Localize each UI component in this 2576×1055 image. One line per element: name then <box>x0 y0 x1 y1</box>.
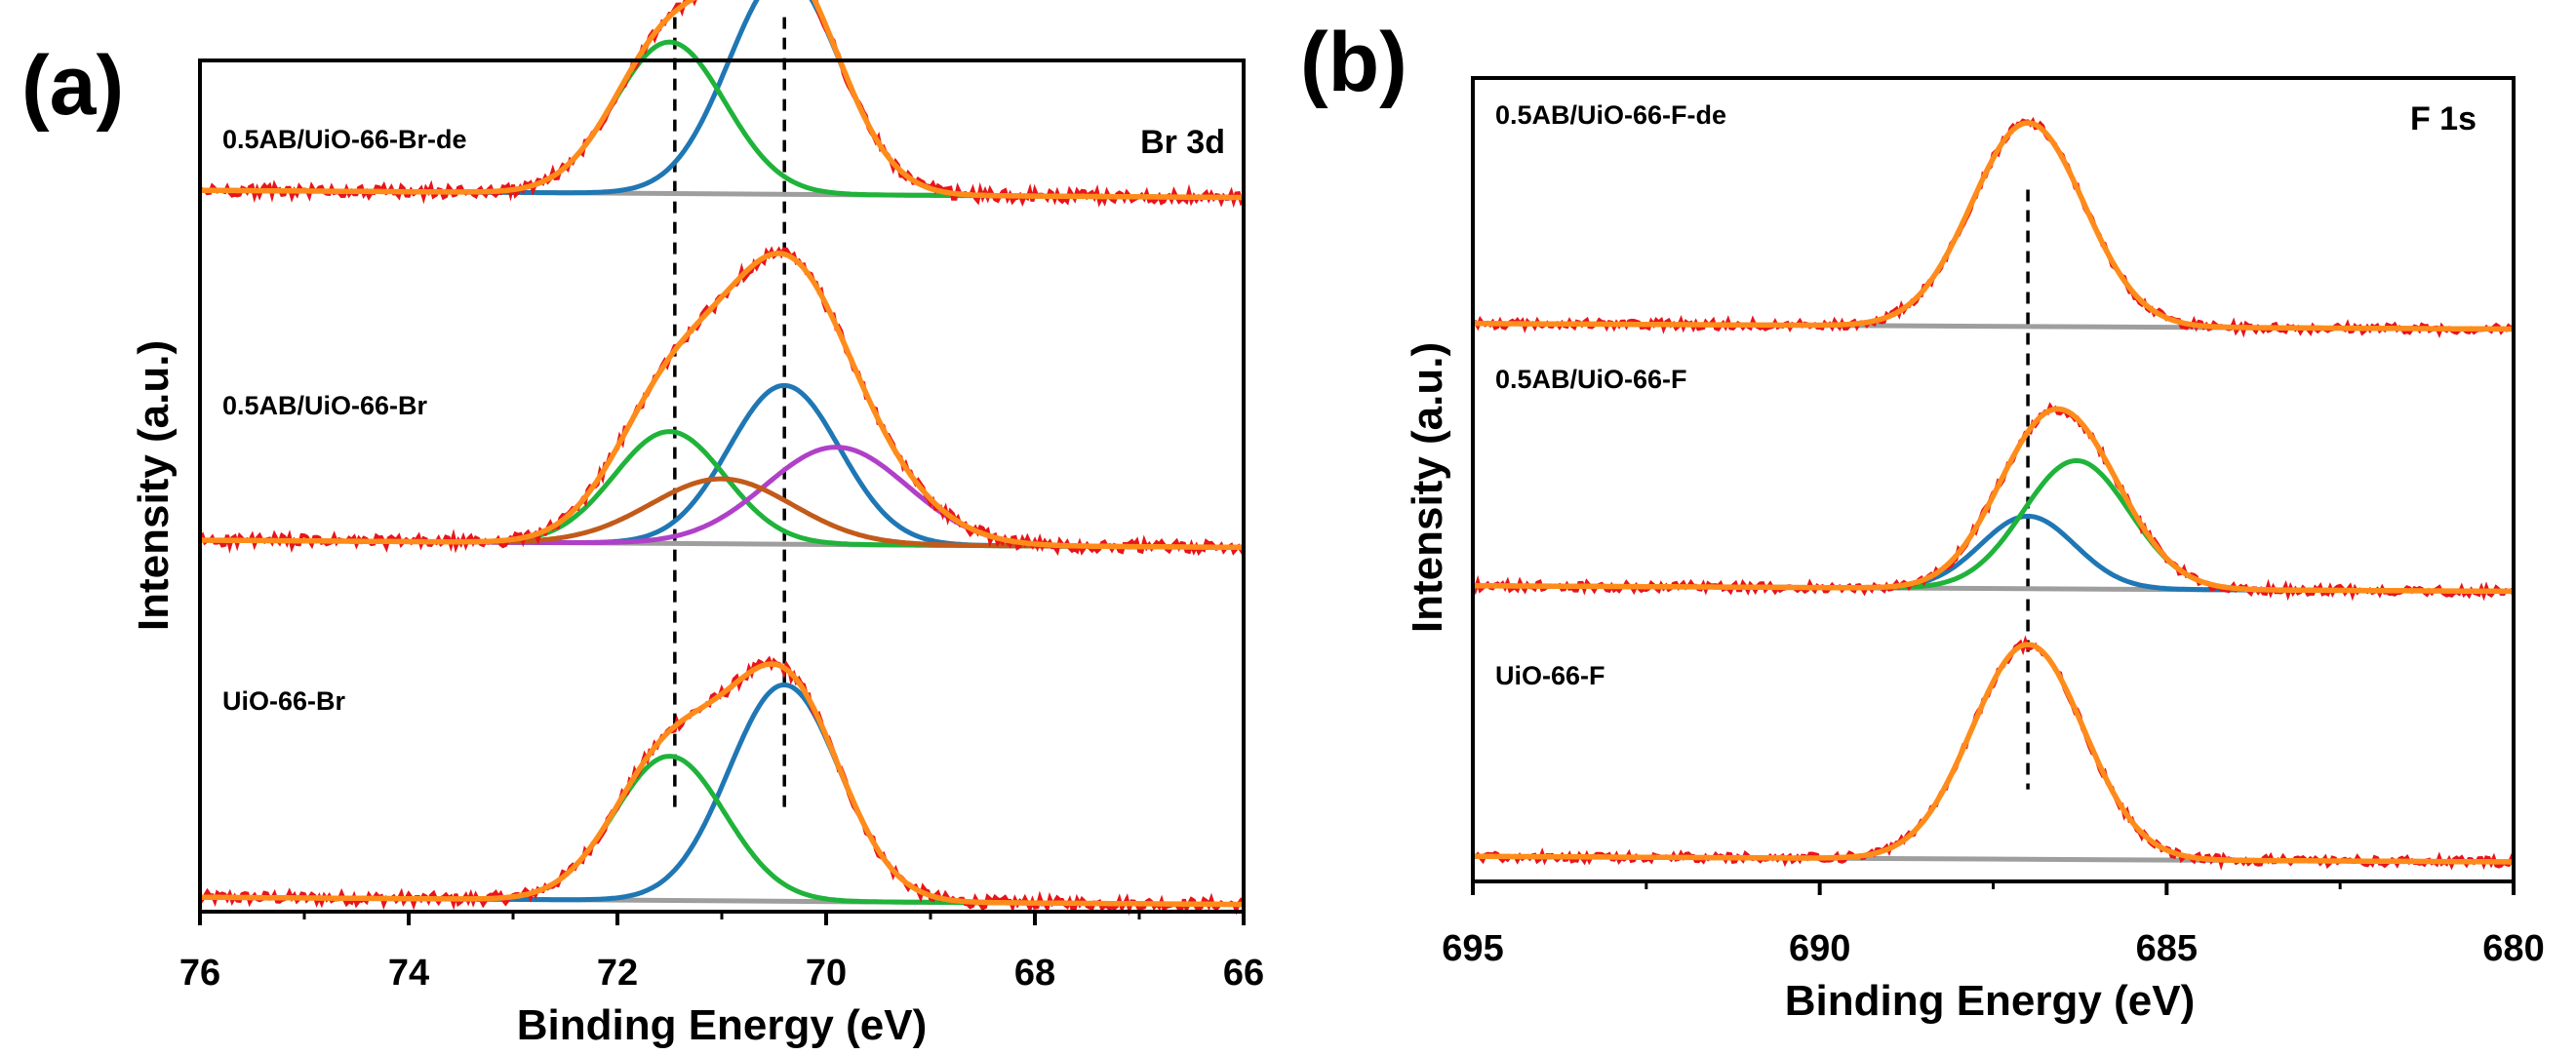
component-peak <box>200 429 1244 550</box>
component-peak <box>200 754 1244 908</box>
x-tick-label: 68 <box>1014 953 1055 994</box>
series-label-a-1: UiO-66-Br <box>222 686 346 716</box>
spectra-b <box>1471 116 2516 871</box>
x-tick-label: 72 <box>597 953 638 994</box>
spectra-a <box>198 0 1246 917</box>
series-label-b-1: UiO-66-F <box>1495 661 1605 690</box>
x-axis-title-a: Binding Energy (eV) <box>517 1001 927 1049</box>
x-tick-label: 690 <box>1789 928 1850 969</box>
x-tick-label: 70 <box>806 953 847 994</box>
raw-spectrum <box>1473 116 2516 339</box>
chart-title-a: Br 3d <box>1140 124 1225 161</box>
chart-panel-b: 695 690 685 680 F 1s 0.5AB/UiO-66-F-de 0.5A… <box>1404 76 2545 1025</box>
fit-envelope <box>200 0 1244 201</box>
fit-envelope <box>200 251 1244 551</box>
component-peak <box>200 682 1244 908</box>
reference-lines-a <box>673 17 786 811</box>
x-tick-label: 74 <box>388 953 429 994</box>
plot-frame-b <box>1471 76 2516 883</box>
x-tick-label: 76 <box>179 953 220 994</box>
series-label-b-2: 0.5AB/UiO-66-F <box>1495 365 1687 394</box>
fit-envelope <box>1473 406 2514 595</box>
series-label-b-3: 0.5AB/UiO-66-F-de <box>1495 100 1726 130</box>
panel-label-a: (a) <box>21 39 124 133</box>
component-peak <box>1473 458 2514 594</box>
x-tick-label: 695 <box>1442 928 1503 969</box>
fit-envelope <box>200 661 1244 908</box>
x-tick-label: 66 <box>1223 953 1264 994</box>
y-axis-title-a: Intensity (a.u.) <box>130 340 178 631</box>
component-peak <box>200 39 1244 201</box>
series-label-a-3: 0.5AB/UiO-66-Br-de <box>222 125 467 154</box>
x-axis-ticks-b: 695 690 685 680 <box>1442 881 2545 969</box>
x-axis-title-b: Binding Energy (eV) <box>1785 977 2195 1025</box>
fit-envelope <box>1473 642 2514 865</box>
fit-envelope <box>1473 120 2514 332</box>
component-peak <box>200 476 1244 550</box>
panel-label-b: (b) <box>1300 16 1407 109</box>
y-axis-title-b: Intensity (a.u.) <box>1404 342 1451 633</box>
x-axis-ticks-a: 76 74 72 70 68 66 <box>179 912 1264 994</box>
x-tick-label: 685 <box>2136 928 2198 969</box>
chart-panel-a: 76 74 72 70 68 66 Br 3d 0.5AB/UiO-66-Br-de 0.… <box>130 0 1264 1049</box>
chart-title-b: F 1s <box>2410 100 2477 137</box>
x-tick-label: 680 <box>2482 928 2544 969</box>
raw-spectrum <box>1472 635 2516 871</box>
series-label-a-2: 0.5AB/UiO-66-Br <box>222 391 428 420</box>
